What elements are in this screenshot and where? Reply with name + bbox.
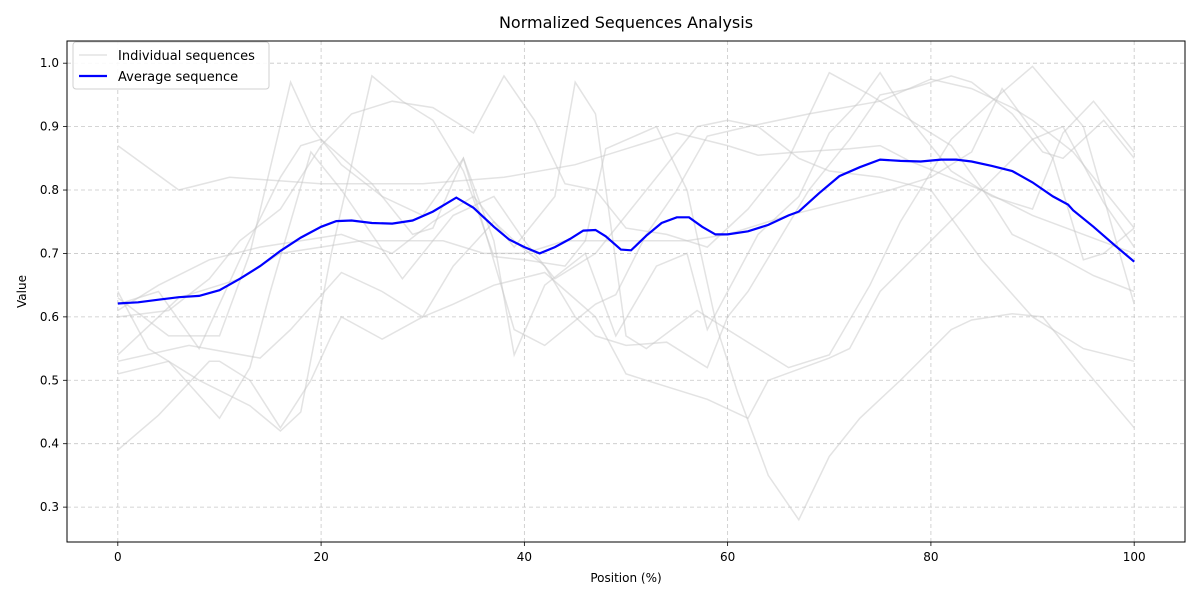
individual-sequence-line-5 (117, 78, 1135, 347)
legend: Individual sequences Average sequence (72, 41, 270, 90)
legend-label-individual: Individual sequences (118, 49, 255, 64)
grid (67, 41, 1185, 542)
x-axis-ticks: 0 20 40 60 80 100 (114, 542, 1146, 564)
y-tick-label: 0.8 (40, 183, 59, 197)
x-tick-label: 20 (313, 550, 328, 564)
individual-sequence-line-7 (117, 87, 1135, 356)
legend-box (72, 41, 270, 90)
individual-sequence-line-6 (117, 74, 1135, 522)
y-tick-label: 1.0 (40, 56, 59, 70)
y-tick-label: 0.7 (40, 246, 59, 260)
x-tick-label: 100 (1123, 550, 1146, 564)
x-tick-label: 0 (114, 550, 122, 564)
y-tick-label: 0.5 (40, 373, 59, 387)
individual-sequence-line-8 (117, 65, 1135, 369)
legend-label-average: Average sequence (118, 70, 238, 85)
x-tick-label: 40 (517, 550, 532, 564)
individual-sequences (117, 65, 1135, 522)
x-axis-label: Position (%) (590, 571, 661, 585)
y-tick-label: 0.6 (40, 310, 59, 324)
y-tick-label: 0.9 (40, 120, 59, 134)
individual-sequence-line-3 (117, 119, 1135, 420)
chart-title: Normalized Sequences Analysis (499, 13, 753, 32)
average-sequence (117, 158, 1135, 305)
y-tick-label: 0.4 (40, 437, 59, 451)
individual-sequence-line-9 (117, 71, 1135, 318)
individual-sequence-line-2 (117, 75, 1135, 451)
y-axis-label: Value (15, 275, 29, 308)
x-tick-label: 60 (720, 550, 735, 564)
y-tick-label: 0.3 (40, 500, 59, 514)
individual-sequence-line-0 (117, 132, 1135, 255)
plot-frame (66, 40, 1186, 543)
y-axis-ticks: 0.3 0.4 0.5 0.6 0.7 0.8 0.9 1.0 (40, 56, 67, 514)
average-sequence-line (117, 158, 1135, 305)
individual-sequence-line-4 (117, 71, 1135, 358)
x-tick-label: 80 (923, 550, 938, 564)
